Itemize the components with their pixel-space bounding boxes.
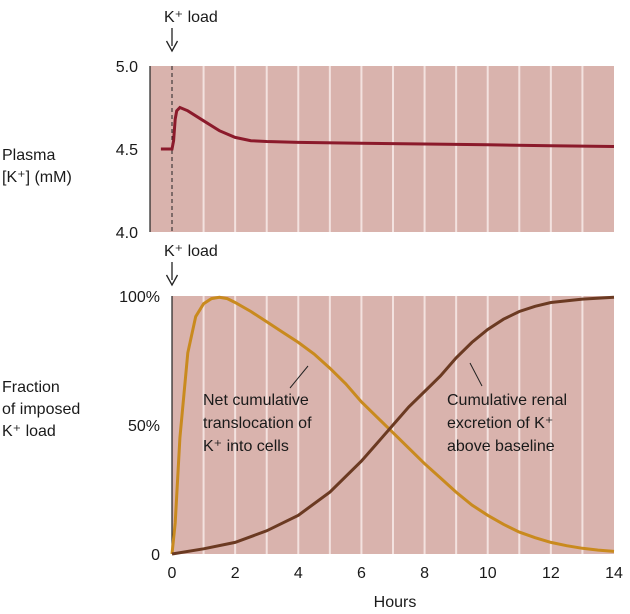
bottom-y-axis-label-line: of imposed	[2, 401, 80, 418]
top-y-tick-label: 4.0	[116, 225, 138, 242]
renal-annotation-line: above baseline	[447, 438, 555, 455]
bottom-y-tick-label: 0	[151, 547, 160, 564]
top-load-arrow-icon	[165, 40, 179, 53]
top-series-line-plasma-k	[160, 105, 615, 151]
renal-annotation-leader	[469, 362, 483, 387]
bottom-y-tick-label: 100%	[119, 289, 160, 306]
top-y-tick-label: 4.5	[116, 142, 138, 159]
series-line-cells-translocation	[170, 295, 615, 555]
bottom-x-tick-labels: 0 2 4 6 8 10 12 14	[168, 565, 623, 582]
top-y-axis-label-line: [K⁺] (mM)	[2, 169, 72, 186]
bottom-y-axis-label-line: K⁺ load	[2, 423, 56, 440]
bottom-x-axis-label: Hours	[374, 594, 417, 611]
x-tick-label: 6	[357, 565, 366, 582]
top-panel: 5.0 4.5 4.0 Plasma [K⁺] (mM) K⁺ load	[2, 9, 615, 242]
x-tick-label: 12	[542, 565, 560, 582]
bottom-load-arrow-icon	[165, 274, 179, 287]
top-plot-area	[150, 66, 614, 232]
bottom-panel: 100% 50% 0 0 2 4 6 8 10 12 14 Hours Fraction of…	[2, 243, 623, 611]
cells-annotation-line: translocation of	[203, 415, 312, 432]
x-tick-label: 10	[479, 565, 497, 582]
bottom-y-tick-label: 50%	[128, 418, 160, 435]
x-tick-label: 4	[294, 565, 303, 582]
bottom-y-axis-label-line: Fraction	[2, 379, 60, 396]
renal-annotation-line: excretion of K⁺	[447, 415, 553, 432]
cells-annotation-leader	[289, 365, 309, 389]
series-line-renal-excretion	[171, 295, 615, 556]
bottom-load-marker-label: K⁺ load	[164, 243, 218, 260]
x-tick-label: 8	[420, 565, 429, 582]
top-y-tick-label: 5.0	[116, 59, 138, 76]
top-y-axis-label-line: Plasma	[2, 147, 55, 164]
cells-annotation-line: K⁺ into cells	[203, 438, 289, 455]
renal-annotation-line: Cumulative renal	[447, 392, 567, 409]
x-tick-label: 0	[168, 565, 177, 582]
top-load-marker-label: K⁺ load	[164, 9, 218, 26]
bottom-gridlines	[202, 296, 584, 554]
top-gridlines	[202, 66, 584, 232]
x-tick-label: 2	[231, 565, 240, 582]
cells-annotation-line: Net cumulative	[203, 392, 309, 409]
x-tick-label: 14	[605, 565, 623, 582]
